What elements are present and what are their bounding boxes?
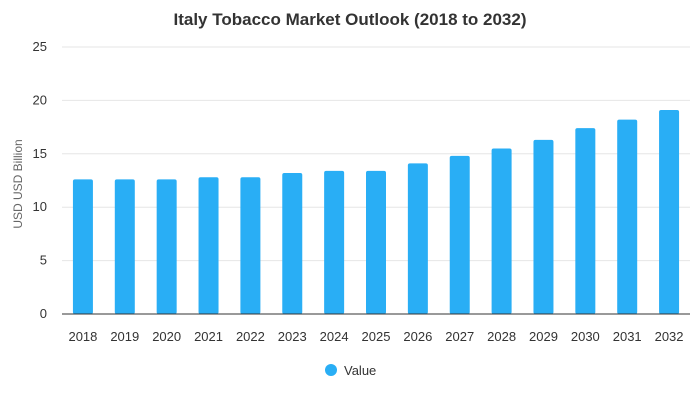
x-tick-label: 2022 <box>236 329 265 344</box>
x-tick-label: 2021 <box>194 329 223 344</box>
x-tick-label: 2030 <box>571 329 600 344</box>
x-axis-ticks: 2018 2019 2020 2021 2022 2023 2024 2025 2026 2027… <box>68 329 683 344</box>
bar[interactable] <box>282 173 303 314</box>
y-tick-label: 15 <box>33 146 47 161</box>
y-tick-label: 25 <box>33 39 47 54</box>
bar[interactable] <box>198 177 219 314</box>
bars <box>72 110 680 315</box>
bar[interactable] <box>156 179 177 314</box>
bar[interactable] <box>366 170 386 314</box>
bar[interactable] <box>617 119 638 315</box>
x-tick-label: 2020 <box>152 329 181 344</box>
legend-label: Value <box>344 363 376 378</box>
bar[interactable] <box>114 179 135 314</box>
y-axis-ticks: 0 5 10 15 20 25 <box>33 39 47 321</box>
bar[interactable] <box>659 110 680 315</box>
legend-marker <box>325 364 337 376</box>
x-tick-label: 2027 <box>445 329 474 344</box>
bar[interactable] <box>533 139 554 314</box>
bar[interactable] <box>72 179 93 314</box>
y-tick-label: 5 <box>40 253 47 268</box>
x-tick-label: 2032 <box>655 329 684 344</box>
bar[interactable] <box>324 170 345 314</box>
y-tick-label: 10 <box>33 199 47 214</box>
y-axis-label: USD USD Billion <box>11 139 25 228</box>
bar[interactable] <box>240 177 261 314</box>
bar[interactable] <box>491 148 512 314</box>
x-tick-label: 2029 <box>529 329 558 344</box>
y-tick-label: 20 <box>33 92 47 107</box>
x-tick-label: 2024 <box>320 329 349 344</box>
x-tick-label: 2026 <box>403 329 432 344</box>
x-tick-label: 2025 <box>362 329 391 344</box>
x-tick-label: 2018 <box>68 329 97 344</box>
bar[interactable] <box>407 163 428 314</box>
x-tick-label: 2019 <box>110 329 139 344</box>
x-tick-label: 2028 <box>487 329 516 344</box>
bar[interactable] <box>449 155 470 314</box>
y-tick-label: 0 <box>40 306 47 321</box>
x-tick-label: 2023 <box>278 329 307 344</box>
x-tick-label: 2031 <box>613 329 642 344</box>
legend[interactable]: Value <box>325 363 376 378</box>
bar[interactable] <box>575 128 596 314</box>
chart-title: Italy Tobacco Market Outlook (2018 to 20… <box>173 10 526 29</box>
